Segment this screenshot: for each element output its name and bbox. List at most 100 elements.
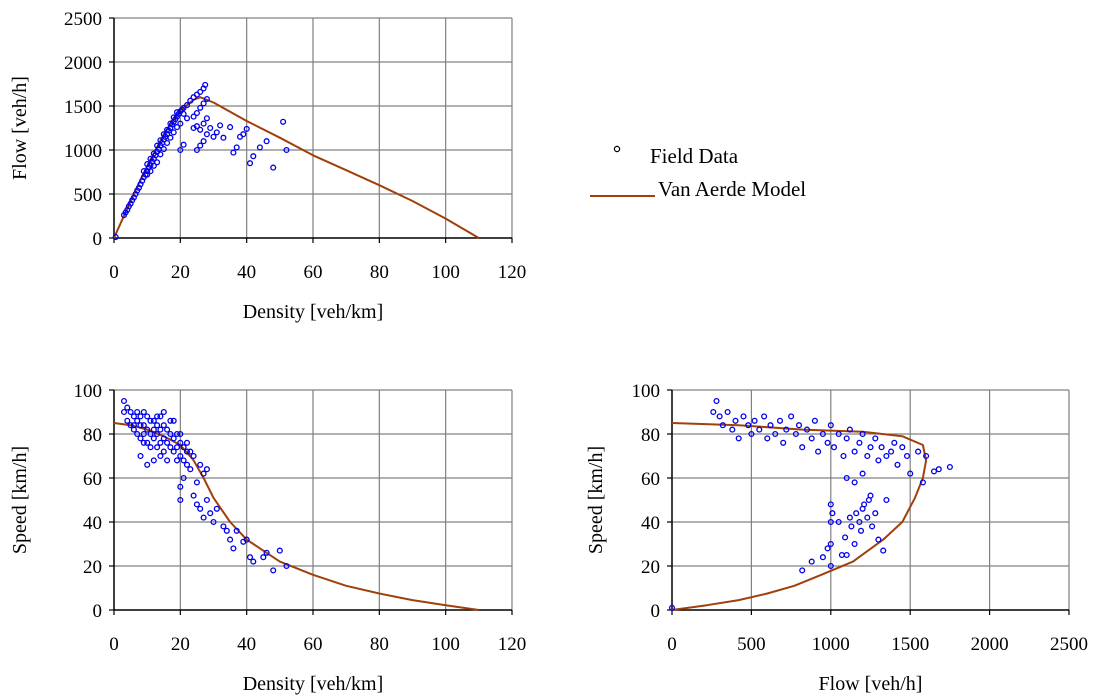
x-axis-label: Flow [veh/h] xyxy=(819,673,923,695)
field-data-point xyxy=(180,474,187,482)
field-data-point xyxy=(140,422,147,429)
field-data-point xyxy=(124,417,131,424)
field-data-point xyxy=(263,549,270,556)
field-data-point xyxy=(160,131,167,138)
field-data-point xyxy=(795,422,803,429)
field-data-point xyxy=(167,134,174,141)
field-data-point xyxy=(783,426,790,433)
y-tick-label: 40 xyxy=(83,513,102,534)
y-tick-label: 500 xyxy=(74,185,103,206)
field-data-point xyxy=(167,417,174,424)
field-data-point xyxy=(134,408,141,416)
field-data-point xyxy=(827,518,834,526)
field-data-point xyxy=(203,496,210,504)
field-data-point xyxy=(137,422,144,429)
field-data-point xyxy=(780,439,787,446)
field-data-point xyxy=(164,439,171,446)
field-data-point xyxy=(815,448,822,455)
field-data-point xyxy=(250,153,257,160)
field-data-point xyxy=(772,430,779,438)
field-data-point xyxy=(190,452,197,460)
field-data-point xyxy=(869,523,876,530)
field-data-point xyxy=(164,457,171,464)
field-data-point xyxy=(144,413,151,420)
field-data-point xyxy=(227,124,234,131)
speed-density-chart: 0 20 40 60 80 100 0 20 40 60 80 100 120 Density [veh/… xyxy=(9,381,526,695)
field-data-point xyxy=(729,426,736,433)
field-data-point xyxy=(859,470,866,477)
field-data-point xyxy=(147,417,154,424)
field-data-point xyxy=(899,444,906,451)
legend-van-aerde-model-label: Van Aerde Model xyxy=(658,177,806,201)
field-data-point xyxy=(824,545,831,552)
y-tick-label: 1500 xyxy=(64,97,102,118)
field-data-point xyxy=(851,479,858,486)
field-data-point xyxy=(668,604,676,611)
field-data-point xyxy=(830,444,838,451)
field-data-point xyxy=(150,426,157,433)
x-tick-label: 20 xyxy=(171,262,190,283)
field-data-point xyxy=(203,95,210,103)
field-data-point xyxy=(197,505,204,512)
field-data-point xyxy=(867,444,874,451)
y-tick-label: 0 xyxy=(93,601,103,622)
field-data-point xyxy=(846,514,853,521)
field-data-point xyxy=(230,545,237,552)
field-data-point xyxy=(256,144,263,151)
field-data-point xyxy=(177,452,184,460)
field-data-point xyxy=(880,547,887,554)
van-aerde-model-line xyxy=(113,96,480,239)
field-data-point xyxy=(283,146,290,154)
field-data-point xyxy=(203,115,210,122)
field-data-point xyxy=(829,510,836,517)
field-data-point xyxy=(144,161,151,168)
field-data-point xyxy=(891,439,898,446)
field-data-point xyxy=(177,496,184,504)
field-data-point xyxy=(170,417,177,424)
y-axis-label: Speed [km/h] xyxy=(585,446,607,554)
field-data-point xyxy=(170,129,177,136)
field-data-point xyxy=(875,536,882,543)
field-data-point xyxy=(930,468,938,475)
field-data-point xyxy=(193,479,200,486)
field-data-point xyxy=(764,435,771,442)
field-data-point xyxy=(150,417,157,424)
field-data-point xyxy=(740,413,747,420)
x-tick-label: 100 xyxy=(431,634,460,655)
field-data-point xyxy=(851,540,858,548)
x-tick-label: 100 xyxy=(431,262,460,283)
field-data-point xyxy=(735,435,742,442)
field-data-point xyxy=(190,113,197,120)
field-data-point xyxy=(220,134,227,141)
field-data-point xyxy=(183,102,191,109)
field-data-point xyxy=(861,501,868,508)
field-data-point xyxy=(835,430,842,438)
field-data-point xyxy=(227,536,234,543)
field-data-point xyxy=(157,426,164,433)
field-data-point xyxy=(157,137,164,144)
field-data-point xyxy=(140,430,147,438)
field-data-point xyxy=(154,413,161,420)
field-data-point xyxy=(848,523,855,530)
field-data-point xyxy=(843,551,850,559)
field-data-point xyxy=(202,81,209,88)
field-data-point xyxy=(170,114,177,121)
field-data-point xyxy=(173,457,181,464)
field-data-point xyxy=(263,138,270,145)
x-tick-label: 2500 xyxy=(1050,634,1088,655)
field-data-point xyxy=(243,536,250,543)
y-tick-label: 60 xyxy=(83,469,102,490)
field-data-point xyxy=(140,439,147,446)
x-tick-label: 1500 xyxy=(891,634,929,655)
flow-density-chart: 0 500 1000 1500 2000 2500 0 20 40 60 80 100 120 Densi… xyxy=(9,9,526,323)
field-data-point xyxy=(745,422,752,429)
field-data-point xyxy=(177,483,184,490)
field-data-point xyxy=(170,435,177,442)
field-data-point xyxy=(846,426,853,433)
field-data-point xyxy=(894,461,901,468)
field-data-point xyxy=(147,155,154,162)
field-data-point xyxy=(767,422,774,429)
field-data-point xyxy=(864,452,871,460)
field-data-point xyxy=(134,430,141,438)
